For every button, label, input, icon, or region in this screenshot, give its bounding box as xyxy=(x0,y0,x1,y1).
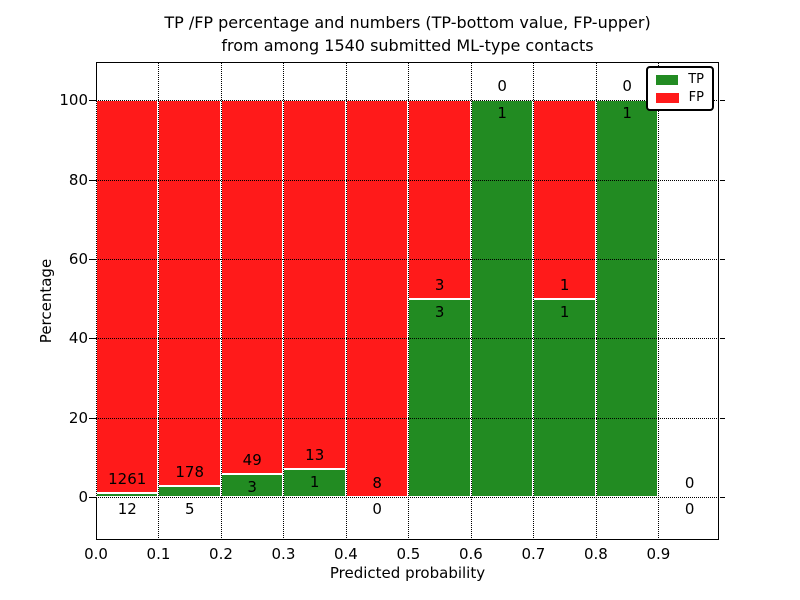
y-tick-label: 20 xyxy=(68,408,88,427)
y-tick-mark-left xyxy=(89,338,96,340)
y-tick-mark-right xyxy=(720,179,725,181)
tp-count-label: 0 xyxy=(684,500,695,519)
y-tick-label: 60 xyxy=(68,249,88,268)
x-tick-label: 0.7 xyxy=(521,545,546,563)
gridline-vertical xyxy=(595,62,597,540)
fp-count-label: 49 xyxy=(242,451,262,470)
legend: TP FP xyxy=(646,66,714,111)
y-tick-mark-left xyxy=(89,179,96,181)
gridline-horizontal xyxy=(96,258,719,260)
fp-count-label: 13 xyxy=(305,445,325,464)
y-tick-mark-right xyxy=(720,417,725,419)
fp-bar xyxy=(345,100,409,498)
tp-bar xyxy=(470,100,534,498)
x-tick-label: 0.8 xyxy=(583,545,608,563)
y-tick-mark-right xyxy=(720,258,725,260)
y-tick-mark-right xyxy=(720,100,725,102)
y-tick-label: 100 xyxy=(59,91,88,110)
gridline-horizontal xyxy=(96,417,719,419)
tp-count-label: 3 xyxy=(434,302,445,321)
tp-count-label: 3 xyxy=(247,478,257,497)
x-tick-label: 0.4 xyxy=(334,545,358,563)
legend-label-tp: TP xyxy=(688,72,704,87)
gridline-vertical xyxy=(283,62,285,540)
y-tick-label: 0 xyxy=(78,488,88,507)
gridline-vertical xyxy=(408,62,410,540)
fp-count-label: 178 xyxy=(175,463,205,482)
tp-count-label: 1 xyxy=(497,104,507,123)
fp-bar xyxy=(158,100,221,487)
x-tick-label: 0.6 xyxy=(458,545,483,563)
fp-bar xyxy=(96,100,159,494)
gridline-horizontal xyxy=(96,179,719,181)
tp-bar xyxy=(283,468,346,498)
gridline-vertical xyxy=(533,62,535,540)
fp-bar xyxy=(533,100,596,299)
x-tick-label: 0.3 xyxy=(271,545,296,563)
tp-count-label: 12 xyxy=(117,500,137,519)
fp-color-swatch xyxy=(656,92,679,103)
chart-title-line1: TP /FP percentage and numbers (TP-bottom… xyxy=(164,13,651,32)
tp-count-label: 1 xyxy=(622,104,632,123)
tp-bar xyxy=(533,298,596,498)
gridline-vertical xyxy=(158,62,160,540)
tp-bar xyxy=(408,298,471,498)
legend-item-tp: TP xyxy=(656,73,704,86)
y-tick-mark-left xyxy=(89,417,96,419)
y-tick-label: 80 xyxy=(68,170,88,189)
gridline-vertical xyxy=(96,62,97,540)
chart-title-line2: from among 1540 submitted ML-type contac… xyxy=(221,36,594,55)
fp-count-label: 0 xyxy=(497,77,507,96)
y-tick-mark-left xyxy=(89,258,96,260)
fp-bar xyxy=(408,100,471,299)
x-tick-label: 0.9 xyxy=(646,545,671,563)
y-tick-mark-right xyxy=(720,338,725,340)
y-tick-label: 40 xyxy=(68,329,88,348)
gridline-horizontal xyxy=(96,100,719,102)
y-tick-mark-left xyxy=(89,100,96,102)
x-tick-label: 0.2 xyxy=(209,545,233,563)
fp-count-label: 1261 xyxy=(108,470,147,489)
tp-count-label: 5 xyxy=(184,500,195,519)
y-tick-mark-right xyxy=(720,497,725,499)
legend-label-fp: FP xyxy=(688,90,704,105)
tp-color-swatch xyxy=(656,74,679,85)
fp-count-label: 3 xyxy=(434,275,445,294)
tp-count-label: 0 xyxy=(372,500,382,519)
gridline-horizontal xyxy=(96,338,719,340)
fp-count-label: 0 xyxy=(684,474,695,493)
fp-count-label: 8 xyxy=(372,474,382,493)
gridline-vertical xyxy=(658,62,660,540)
tp-bar xyxy=(595,100,659,498)
fp-count-label: 1 xyxy=(559,275,570,294)
legend-item-fp: FP xyxy=(656,91,704,104)
x-tick-label: 0.5 xyxy=(396,545,421,563)
x-tick-label: 0.1 xyxy=(146,545,171,563)
tp-count-label: 1 xyxy=(559,302,570,321)
x-tick-label: 0.0 xyxy=(84,545,108,563)
gridline-horizontal xyxy=(96,497,719,499)
gridline-vertical xyxy=(345,62,347,540)
x-axis-label: Predicted probability xyxy=(329,564,486,582)
chart-title: TP /FP percentage and numbers (TP-bottom… xyxy=(96,11,719,57)
y-tick-mark-left xyxy=(89,497,96,499)
gridline-vertical xyxy=(470,62,472,540)
gridline-vertical xyxy=(220,62,222,540)
fp-count-label: 0 xyxy=(622,77,632,96)
tp-count-label: 1 xyxy=(309,472,320,491)
fp-bar xyxy=(283,100,346,469)
